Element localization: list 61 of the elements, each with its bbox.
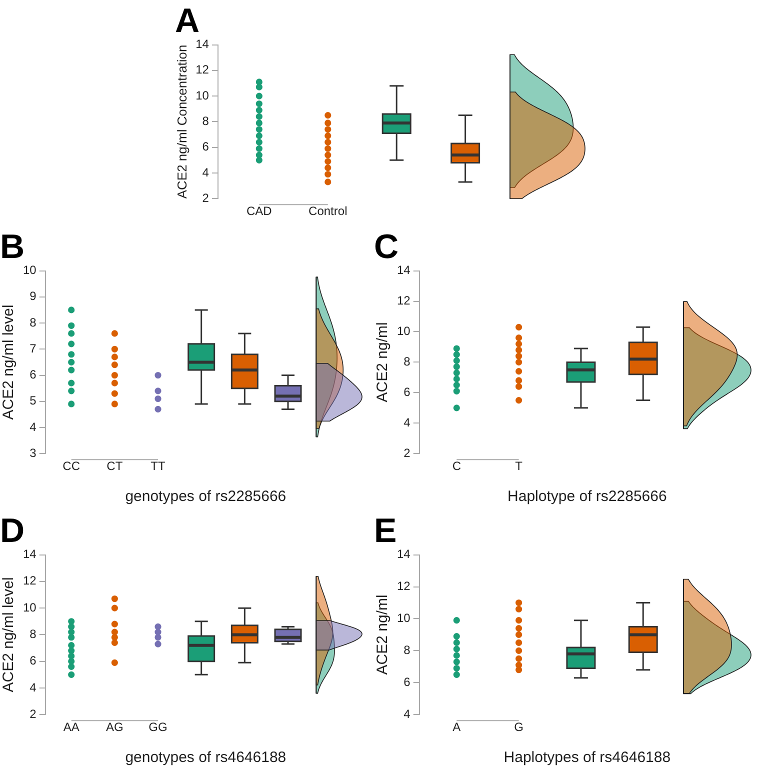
y-tick-label: 10	[396, 611, 411, 626]
y-tick-label: 4	[30, 680, 37, 694]
y-tick-label: 6	[30, 654, 37, 668]
y-tick-label: 12	[396, 579, 411, 594]
y-tick-label: 10	[22, 600, 37, 614]
y-tick-label: 8	[404, 642, 411, 657]
y-axis-title: ACE2 ng/ml	[374, 322, 392, 402]
x-axis-title: Haplotypes of rs4646188	[504, 749, 671, 766]
y-axis-title: ACE2 ng/ml level	[0, 577, 18, 692]
y-tick-label: 10	[196, 88, 210, 102]
y-tick-label: 2	[30, 706, 37, 721]
y-tick-label: 6	[404, 384, 411, 399]
y-tick-label: 3	[30, 446, 37, 460]
y-axis-title: ACE2 ng/ml	[374, 594, 392, 675]
y-tick-label: 8	[30, 315, 37, 330]
chart-title: E	[374, 512, 397, 550]
y-tick-label: 14	[396, 263, 411, 278]
x-tick-label: CC	[62, 459, 80, 474]
y-tick-label: 4	[404, 706, 411, 721]
y-tick-label: 2	[202, 190, 210, 205]
x-tick-label: GG	[148, 720, 168, 734]
y-tick-label: 4	[30, 420, 37, 434]
x-tick-label: AA	[63, 720, 80, 734]
y-axis-title: ACE2 ng/ml Concentration	[174, 44, 190, 199]
y-tick-label: 8	[30, 627, 37, 642]
y-tick-label: 7	[30, 341, 37, 356]
x-tick-label: T	[515, 459, 524, 474]
y-tick-label: 6	[30, 368, 37, 382]
y-tick-label: 14	[196, 37, 210, 52]
x-axis-title: genotypes of rs4646188	[125, 749, 286, 766]
y-tick-label: 10	[396, 324, 411, 338]
y-tick-label: 6	[404, 674, 411, 689]
y-axis-title: ACE2 ng/ml level	[0, 304, 18, 420]
x-tick-label: A	[452, 720, 461, 734]
x-axis-title: genotypes of rs2285666	[125, 488, 286, 506]
y-tick-label: 14	[22, 547, 37, 562]
chart-title: A	[175, 2, 200, 40]
y-tick-label: 12	[196, 62, 210, 77]
y-tick-label: 12	[396, 294, 411, 308]
chart-title: D	[0, 512, 25, 550]
x-tick-label: G	[514, 720, 524, 734]
chart-title: B	[0, 228, 25, 266]
y-tick-label: 8	[202, 114, 210, 128]
y-tick-label: 10	[22, 263, 37, 278]
x-tick-label: CT	[106, 459, 124, 474]
chart-title: C	[374, 228, 399, 266]
y-tick-label: 4	[404, 415, 411, 430]
y-tick-label: 9	[30, 289, 37, 304]
y-tick-label: 2	[404, 446, 411, 460]
x-tick-label: C	[452, 459, 462, 474]
x-tick-label: TT	[150, 459, 166, 474]
y-tick-label: 6	[202, 140, 210, 154]
y-tick-label: 8	[404, 354, 411, 369]
y-tick-label: 12	[22, 574, 37, 588]
x-tick-label: Control	[308, 204, 348, 218]
x-axis-title: Haplotype of rs2285666	[508, 488, 667, 506]
y-tick-label: 4	[202, 165, 210, 180]
y-tick-label: 5	[30, 394, 37, 408]
y-tick-label: 14	[396, 547, 411, 562]
x-tick-label: AG	[106, 720, 124, 734]
x-tick-label: CAD	[246, 204, 272, 218]
